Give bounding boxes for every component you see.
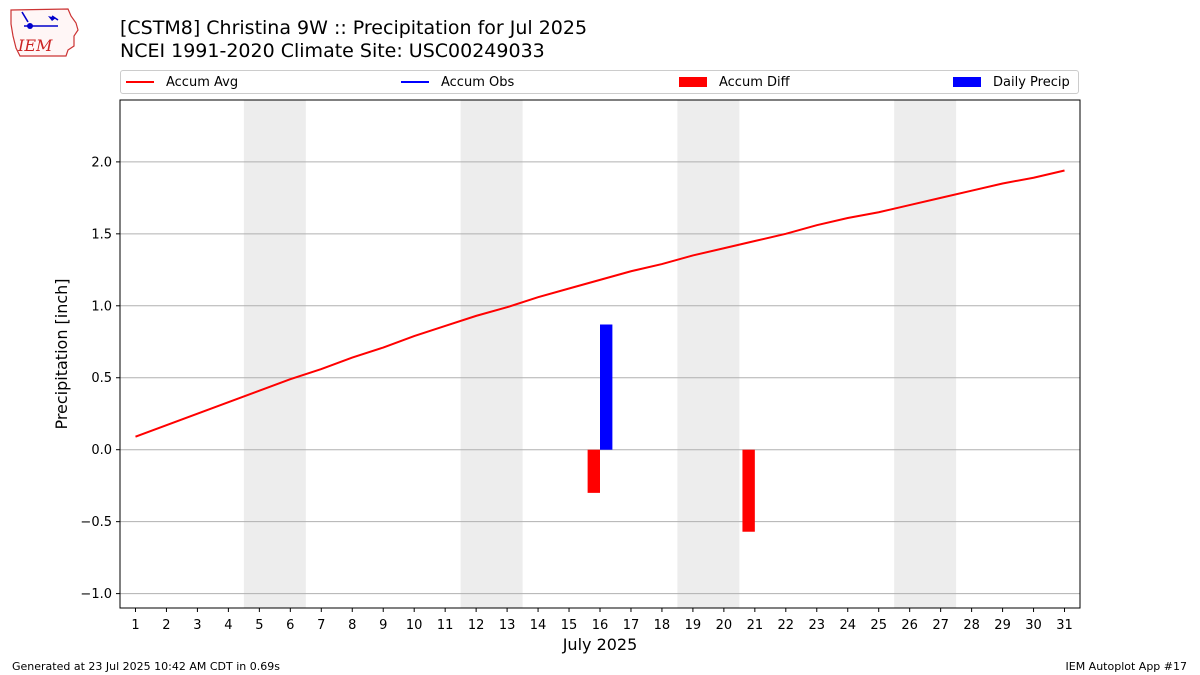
accum-diff-bar (587, 449, 600, 493)
x-tick-label: 24 (839, 618, 856, 633)
x-tick-label: 2 (162, 618, 170, 633)
legend-label: Accum Diff (719, 74, 790, 90)
x-tick-label: 25 (870, 618, 887, 633)
accum-diff-bar (742, 449, 755, 532)
legend-item-daily-precip: Daily Precip (953, 71, 1070, 93)
x-tick-label: 10 (406, 618, 423, 633)
x-tick-label: 20 (716, 618, 733, 633)
app-note: IEM Autoplot App #17 (1065, 660, 1188, 673)
x-tick-label: 6 (286, 618, 294, 633)
legend-swatch (401, 81, 429, 83)
x-tick-label: 1 (131, 618, 139, 633)
x-tick-label: 11 (437, 618, 454, 633)
x-tick-label: 16 (592, 618, 609, 633)
x-tick-label: 15 (561, 618, 578, 633)
x-tick-label: 8 (348, 618, 356, 633)
y-tick-label: 0.5 (91, 371, 112, 386)
x-tick-label: 5 (255, 618, 263, 633)
y-tick-label: −0.5 (80, 515, 112, 530)
daily-precip-bar (600, 324, 613, 450)
x-tick-label: 28 (963, 618, 980, 633)
y-tick-label: −1.0 (80, 587, 112, 602)
x-axis-label: July 2025 (562, 635, 638, 654)
chart-title: [CSTM8] Christina 9W :: Precipitation fo… (120, 17, 588, 39)
x-tick-label: 23 (809, 618, 826, 633)
legend-label: Accum Obs (441, 74, 515, 90)
iem-logo: IEM (8, 6, 80, 58)
weekend-band (894, 100, 957, 608)
weekend-band (243, 100, 306, 608)
legend-item-accum-obs: Accum Obs (401, 71, 514, 93)
x-tick-label: 9 (379, 618, 387, 633)
x-tick-label: 31 (1056, 618, 1073, 633)
series-line-accum-avg (135, 169, 1065, 438)
x-tick-label: 30 (1025, 618, 1042, 633)
chart-legend: Accum Avg Accum Obs Accum Diff Daily Pre… (120, 70, 1079, 94)
x-tick-label: 4 (224, 618, 232, 633)
x-tick-label: 29 (994, 618, 1011, 633)
plot-frame (119, 99, 1081, 609)
y-tick-label: 0.0 (91, 443, 112, 458)
x-tick-label: 13 (499, 618, 516, 633)
x-tick-label: 12 (468, 618, 485, 633)
x-tick-label: 17 (623, 618, 640, 633)
generated-note: Generated at 23 Jul 2025 10:42 AM CDT in… (12, 660, 280, 673)
x-tick-label: 22 (778, 618, 795, 633)
x-tick-label: 19 (685, 618, 702, 633)
legend-label: Daily Precip (993, 74, 1070, 90)
y-tick-label: 1.0 (91, 299, 112, 314)
legend-swatch (679, 77, 707, 87)
weekend-band (677, 100, 740, 608)
y-tick-label: 2.0 (91, 155, 112, 170)
legend-swatch (953, 77, 981, 87)
legend-label: Accum Avg (166, 74, 239, 90)
legend-swatch (126, 81, 154, 83)
x-tick-label: 18 (654, 618, 671, 633)
weekend-band (460, 100, 523, 608)
y-tick-label: 1.5 (91, 227, 112, 242)
legend-item-accum-diff: Accum Diff (679, 71, 790, 93)
legend-item-accum-avg: Accum Avg (126, 71, 238, 93)
y-axis-label: Precipitation [inch] (52, 278, 71, 429)
x-tick-label: 14 (530, 618, 547, 633)
chart-subtitle: NCEI 1991-2020 Climate Site: USC00249033 (120, 40, 545, 62)
x-tick-label: 7 (317, 618, 325, 633)
x-tick-label: 3 (193, 618, 201, 633)
logo-text: IEM (17, 36, 53, 55)
x-tick-label: 26 (901, 618, 918, 633)
x-tick-label: 21 (747, 618, 764, 633)
x-tick-label: 27 (932, 618, 949, 633)
